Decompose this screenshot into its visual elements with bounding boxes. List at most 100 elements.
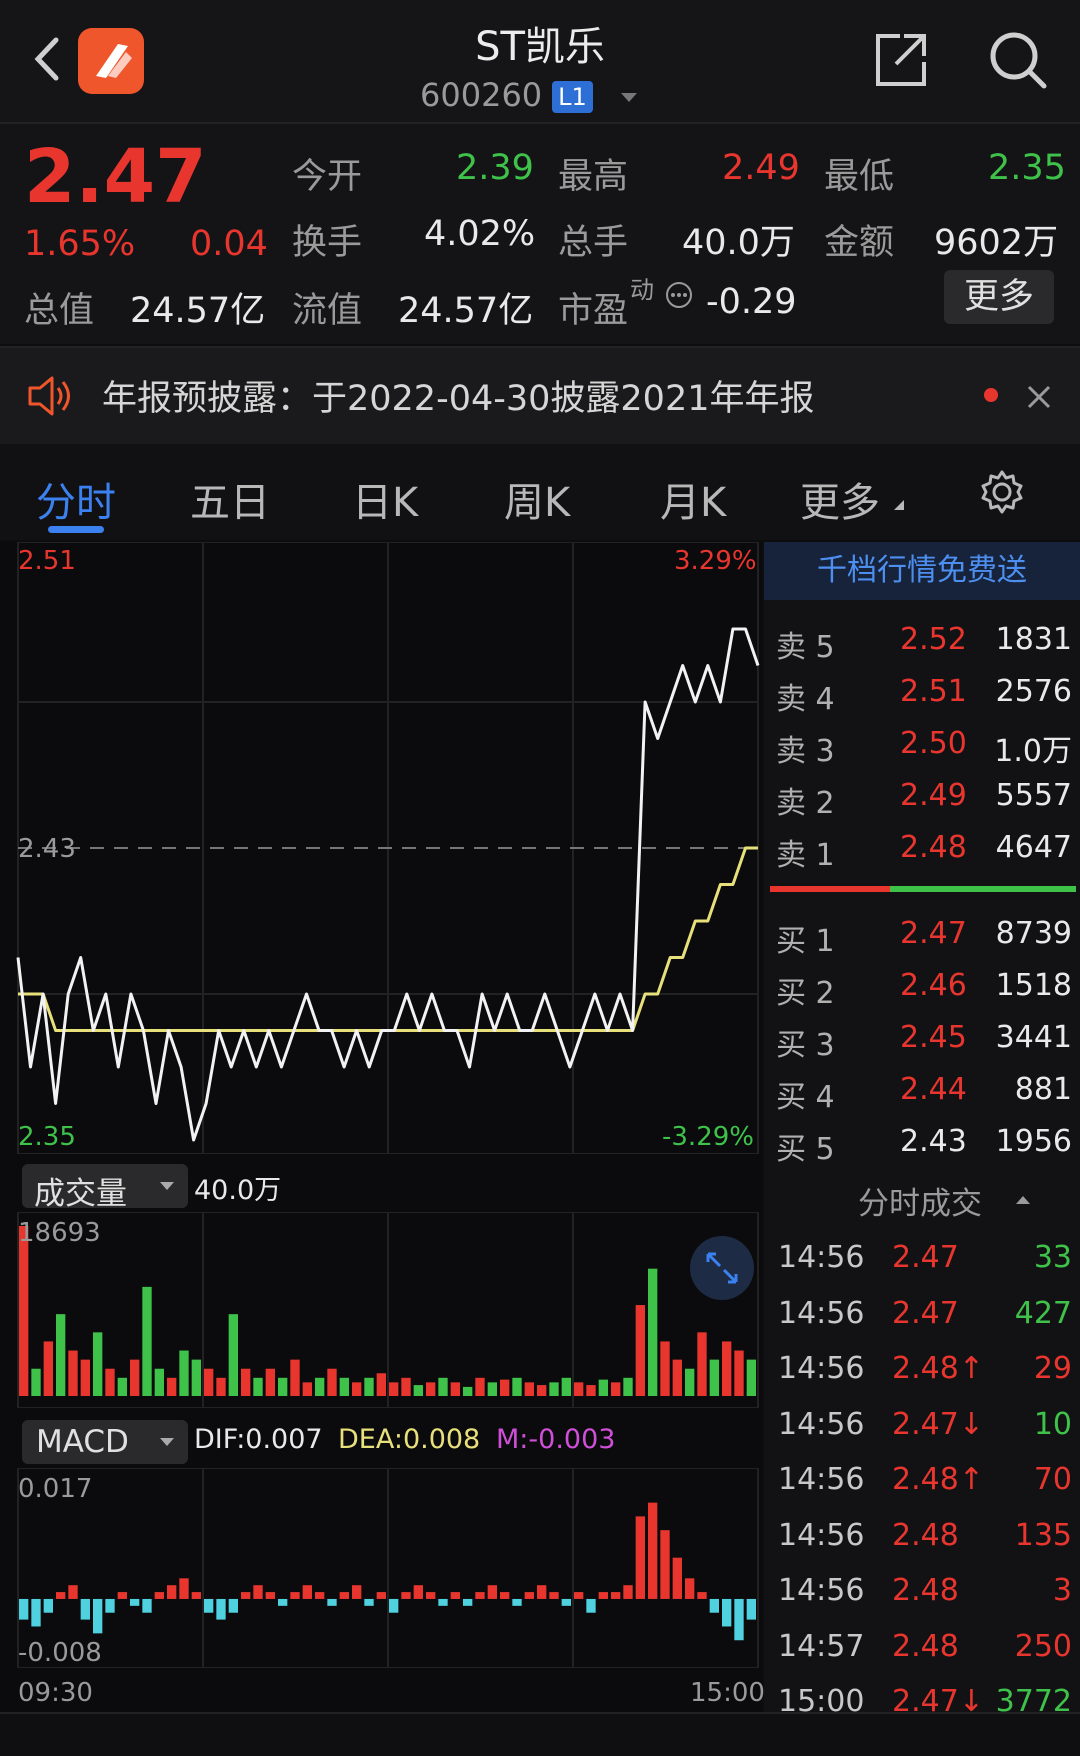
macd-bar [512, 1598, 522, 1606]
volume-selector[interactable]: 成交量 [22, 1164, 188, 1212]
stat-label: 换手 [292, 223, 363, 263]
price-chart[interactable] [0, 542, 762, 1154]
ask-row[interactable]: 卖 5 2.52 1831 [764, 614, 1080, 666]
volume-bar [265, 1368, 275, 1396]
macd-bar [327, 1598, 337, 1606]
bid-row[interactable]: 买 1 2.47 8739 [764, 908, 1080, 960]
volume-bar [722, 1341, 732, 1396]
volume-bar [389, 1382, 399, 1396]
ticks-header[interactable]: 分时成交 [858, 1186, 982, 1222]
orderbook-level-label: 买 4 [776, 1080, 835, 1115]
notice-banner[interactable]: 年报预披露：于2022-04-30披露2021年年报 [0, 346, 1080, 446]
tick-time: 14:56 [778, 1351, 865, 1386]
macd-bar [154, 1592, 164, 1599]
orderbook-level-label: 买 3 [776, 1028, 835, 1063]
ask-row[interactable]: 卖 2 2.49 5557 [764, 770, 1080, 822]
volume-bar [438, 1377, 448, 1396]
orderbook-level-label: 卖 2 [776, 786, 835, 821]
volume-bar [204, 1368, 214, 1396]
volume-bar [524, 1382, 534, 1396]
app-logo-icon[interactable] [78, 28, 144, 94]
bid-row[interactable]: 买 3 2.45 3441 [764, 1012, 1080, 1064]
amount-value: 9602万 [934, 223, 1059, 263]
volume-bar [315, 1377, 325, 1396]
macd-selector-label: MACD [36, 1424, 129, 1460]
share-icon[interactable] [870, 30, 930, 90]
tab-weekly-k[interactable]: 周K [504, 480, 571, 526]
tick-time: 14:57 [778, 1628, 865, 1664]
gear-icon[interactable] [978, 468, 1026, 516]
macd-bar [438, 1598, 448, 1606]
volume-bar [216, 1377, 226, 1396]
tick-price: 2.48 [892, 1628, 959, 1664]
chevron-down-icon[interactable] [620, 92, 637, 102]
tick-row: 14:56 2.48 135 [764, 1510, 1080, 1564]
volume-total: 40.0万 [194, 1175, 282, 1206]
volume-bar [290, 1359, 300, 1396]
stat-label: 最低 [824, 157, 895, 197]
orderbook-level-label: 买 5 [776, 1132, 835, 1167]
orderbook-volume: 4647 [995, 830, 1072, 865]
bottom-bar [0, 1712, 1080, 1756]
more-button[interactable]: 更多 [944, 270, 1054, 324]
macd-bar [376, 1592, 386, 1599]
caret-down-icon [160, 1182, 174, 1190]
change-percent: 1.65% [24, 224, 136, 264]
macd-selector[interactable]: MACD [22, 1420, 188, 1464]
ask-row[interactable]: 卖 4 2.51 2576 [764, 666, 1080, 718]
macd-chart [17, 1468, 759, 1668]
speaker-icon [26, 374, 74, 418]
volume-bar [709, 1359, 719, 1396]
turnover-value: 4.02% [424, 214, 536, 254]
tick-volume: 33 [1033, 1240, 1072, 1275]
ask-row[interactable]: 卖 3 2.50 1.0万 [764, 718, 1080, 770]
ask-row[interactable]: 卖 1 2.48 4647 [764, 822, 1080, 874]
time-end-label: 15:00 [690, 1678, 765, 1708]
tab-intraday[interactable]: 分时 [36, 480, 116, 526]
volume-bar [648, 1268, 658, 1396]
bid-row[interactable]: 买 4 2.44 881 [764, 1064, 1080, 1116]
bid-row[interactable]: 买 5 2.43 1956 [764, 1116, 1080, 1168]
info-icon[interactable] [664, 280, 694, 310]
tab-daily-k[interactable]: 日K [352, 480, 419, 526]
stat-label: 金额 [824, 223, 895, 263]
caret-down-icon [160, 1438, 174, 1446]
macd-bar [105, 1598, 115, 1613]
volume-bar [228, 1314, 238, 1396]
volume-bar [352, 1382, 362, 1396]
tick-volume: 250 [1014, 1628, 1072, 1664]
volume-bar [611, 1382, 621, 1396]
volume-bar [253, 1377, 263, 1396]
intraday-chart[interactable]: 2.51 3.29% 2.43 2.35 -3.29% 成交量 40.0万 18… [0, 542, 765, 1712]
macd-bar [709, 1598, 719, 1613]
back-icon[interactable] [26, 34, 66, 84]
caret-up-icon[interactable] [1016, 1196, 1030, 1204]
dif-value: DIF:0.007 [194, 1424, 323, 1455]
tab-more[interactable]: 更多 [800, 480, 880, 526]
volume-bar [130, 1359, 140, 1396]
tick-row: 14:56 2.48↑ 29 [764, 1343, 1080, 1397]
volume-bar [537, 1385, 547, 1396]
volume-bar [376, 1373, 386, 1396]
volume-bar [241, 1368, 251, 1396]
current-price: 2.47 [24, 134, 207, 220]
tab-monthly-k[interactable]: 月K [660, 480, 727, 526]
search-icon[interactable] [988, 30, 1050, 92]
macd-bar [561, 1598, 571, 1606]
expand-icon[interactable] [690, 1236, 754, 1300]
pct-high-label: 3.29% [674, 546, 757, 576]
volume-bar [561, 1377, 571, 1396]
bid-ask-ratio-bar [770, 886, 1076, 892]
pe-label: 市盈 [558, 291, 629, 331]
close-icon[interactable] [1026, 384, 1052, 410]
stock-code-row[interactable]: 600260 L1 [420, 76, 637, 114]
tab-five-day[interactable]: 五日 [190, 480, 270, 526]
macd-bar [623, 1585, 633, 1599]
orderbook-promo[interactable]: 千档行情免费送 [764, 542, 1080, 600]
bid-row[interactable]: 买 2 2.46 1518 [764, 960, 1080, 1012]
volume-bar [586, 1385, 596, 1396]
macd-bar [549, 1592, 559, 1599]
chart-tabs: 分时 五日 日K 周K 月K 更多 [0, 444, 1080, 540]
chart-frame [17, 1468, 759, 1668]
macd-bar [204, 1598, 214, 1613]
